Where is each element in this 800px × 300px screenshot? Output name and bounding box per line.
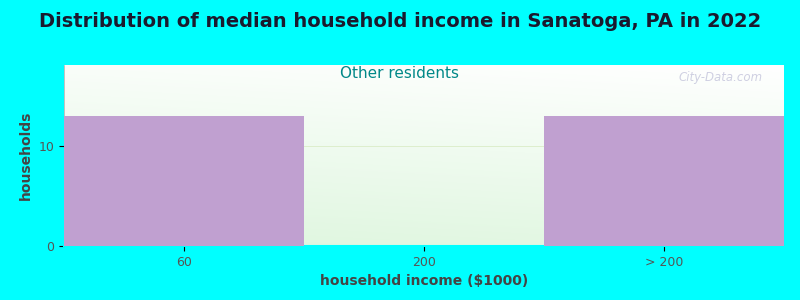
Text: City-Data.com: City-Data.com: [678, 71, 762, 84]
X-axis label: household income ($1000): household income ($1000): [320, 274, 528, 288]
Text: Other residents: Other residents: [341, 66, 459, 81]
Bar: [544, 116, 784, 246]
Text: Distribution of median household income in Sanatoga, PA in 2022: Distribution of median household income …: [39, 12, 761, 31]
Y-axis label: households: households: [19, 111, 33, 200]
Bar: [64, 116, 304, 246]
